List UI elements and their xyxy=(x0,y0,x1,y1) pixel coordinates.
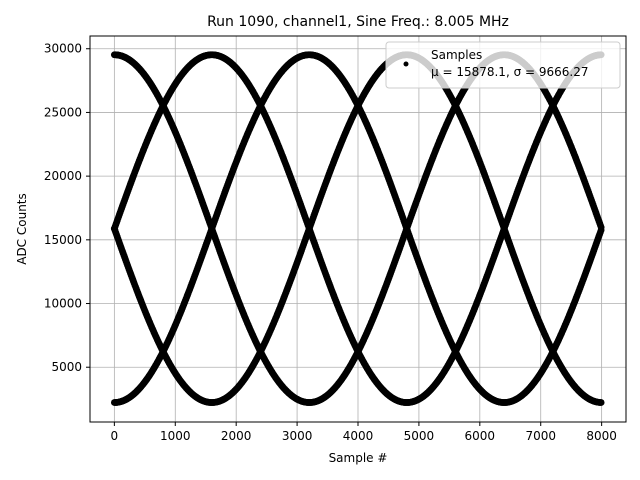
x-tick-label: 6000 xyxy=(465,429,496,443)
legend: Samples μ = 15878.1, σ = 9666.27 xyxy=(385,41,621,89)
legend-entry-stats: μ = 15878.1, σ = 9666.27 xyxy=(431,65,588,79)
legend-marker-samples xyxy=(403,61,409,67)
y-tick-label: 5000 xyxy=(51,360,82,374)
x-tick-label: 7000 xyxy=(525,429,556,443)
legend-entry-name: Samples xyxy=(431,48,482,62)
chart-title: Run 1090, channel1, Sine Freq.: 8.005 MH… xyxy=(207,14,509,30)
x-tick-label: 8000 xyxy=(586,429,617,443)
data-point xyxy=(597,399,605,406)
y-tick-label: 25000 xyxy=(44,105,82,119)
x-tick-label: 4000 xyxy=(343,429,374,443)
y-tick-label: 15000 xyxy=(44,233,82,247)
x-tick-label: 1000 xyxy=(160,429,191,443)
y-axis-label: ADC Counts xyxy=(15,193,29,265)
data-point xyxy=(597,226,605,234)
legend-box xyxy=(385,41,621,89)
y-tick-label: 10000 xyxy=(44,297,82,311)
x-axis-ticks: 0 1000 2000 3000 4000 5000 6000 7000 8000 xyxy=(111,422,617,443)
y-tick-label: 30000 xyxy=(44,42,82,56)
x-axis-label: Sample # xyxy=(329,451,388,465)
y-axis-ticks: 5000 10000 15000 20000 25000 30000 xyxy=(44,42,90,374)
x-tick-label: 2000 xyxy=(221,429,252,443)
data-points xyxy=(110,51,605,406)
x-tick-label: 5000 xyxy=(404,429,435,443)
x-tick-label: 3000 xyxy=(282,429,313,443)
y-tick-label: 20000 xyxy=(44,169,82,183)
x-tick-label: 0 xyxy=(111,429,119,443)
